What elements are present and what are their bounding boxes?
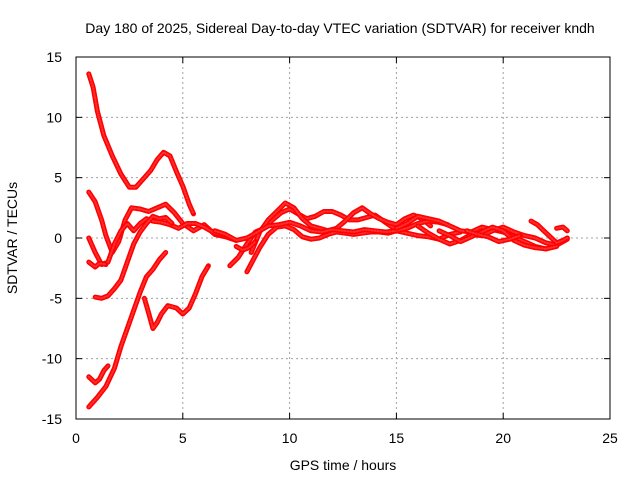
series-sat-g-markers <box>87 251 167 408</box>
series-sat-f-markers <box>87 364 109 384</box>
x-tick-label: 5 <box>179 430 187 446</box>
x-tick-label: 15 <box>389 430 405 446</box>
series-sat-s-markers <box>235 240 257 252</box>
y-tick-label: 0 <box>54 230 62 246</box>
y-tick-label: -15 <box>42 411 62 427</box>
x-tick-label: 10 <box>282 430 298 446</box>
y-tick-label: -5 <box>50 290 63 306</box>
series-sat-q-markers <box>530 220 569 244</box>
series-sat-h-markers <box>143 264 210 330</box>
series-sat-p-markers <box>465 229 522 243</box>
x-axis-label: GPS time / hours <box>290 457 397 473</box>
series-sat-h <box>141 263 211 331</box>
series-sat-e-markers <box>94 215 174 300</box>
series-sat-c-markers <box>87 217 227 266</box>
y-axis: -15 -10 -5 0 5 10 15 <box>42 49 610 427</box>
x-tick-label: 25 <box>602 430 618 446</box>
series-sat-d-markers <box>87 261 107 268</box>
x-tick-label: 20 <box>495 430 511 446</box>
y-tick-label: -10 <box>42 351 62 367</box>
series-sat-r-markers <box>555 226 569 232</box>
y-tick-label: 15 <box>46 49 62 65</box>
series-sat-n-markers <box>416 224 569 247</box>
data-series <box>86 71 570 410</box>
series-sat-l-markers <box>213 220 449 242</box>
series-sat-a-markers <box>87 72 195 215</box>
y-axis-label: SDTVAR / TECUs <box>4 182 20 294</box>
chart-title: Day 180 of 2025, Sidereal Day-to-day VTE… <box>85 20 594 36</box>
y-tick-label: 10 <box>46 109 62 125</box>
series-sat-o-markers <box>438 226 558 250</box>
x-tick-label: 0 <box>72 430 80 446</box>
y-tick-label: 5 <box>54 170 62 186</box>
series-sat-j-markers <box>250 202 432 254</box>
x-axis: 0 5 10 15 20 25 <box>72 57 618 446</box>
series-sat-a <box>86 71 196 217</box>
grid <box>76 57 610 419</box>
